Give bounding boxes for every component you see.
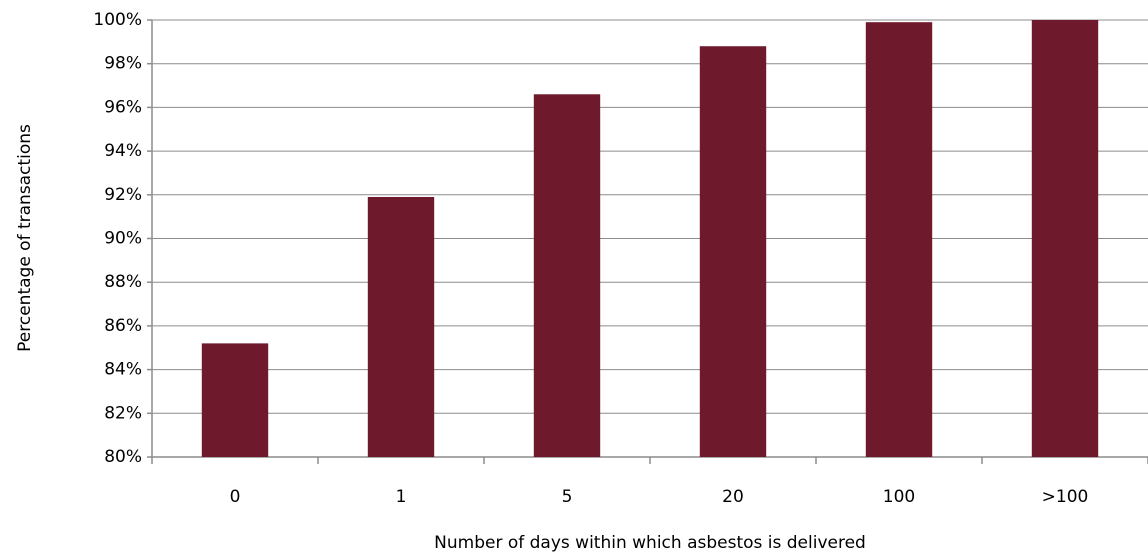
bar <box>201 343 269 457</box>
x-tick-label: 0 <box>230 487 241 507</box>
x-tick-label: 5 <box>562 487 573 507</box>
x-tick-label: 100 <box>883 487 915 507</box>
bar <box>699 46 767 457</box>
y-tick-label: 84% <box>104 360 142 380</box>
x-axis-title: Number of days within which asbestos is … <box>434 533 866 553</box>
x-tick-label: 20 <box>722 487 744 507</box>
x-tick-label: 1 <box>396 487 407 507</box>
y-tick-label: 90% <box>104 229 142 249</box>
y-tick-label: 96% <box>104 97 142 117</box>
y-tick-label: 86% <box>104 316 142 336</box>
y-tick-label: 80% <box>104 447 142 467</box>
y-tick-label: 98% <box>104 54 142 74</box>
y-tick-label: 82% <box>104 403 142 423</box>
y-tick-label: 100% <box>93 10 142 30</box>
bar <box>1031 20 1099 457</box>
y-tick-label: 88% <box>104 272 142 292</box>
y-axis-title: Percentage of transactions <box>15 124 35 352</box>
y-tick-label: 92% <box>104 185 142 205</box>
x-tick-label: >100 <box>1042 487 1089 507</box>
bar <box>367 196 435 458</box>
bar <box>533 94 601 457</box>
bar <box>865 22 933 458</box>
y-tick-label: 94% <box>104 141 142 161</box>
